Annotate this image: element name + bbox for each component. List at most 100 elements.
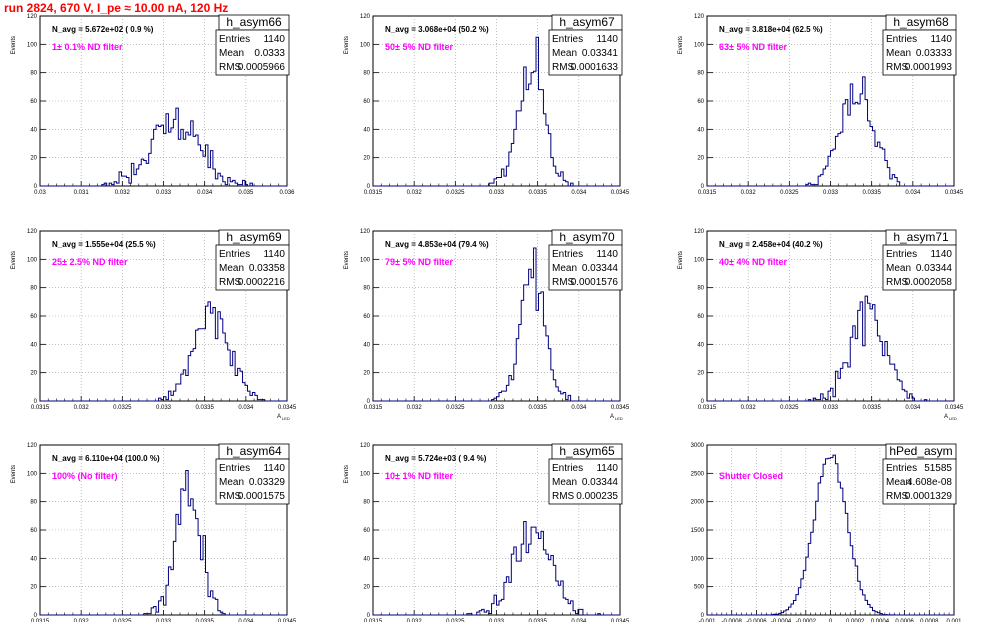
navg-label: N_avg = 5.724e+03 ( 9.4 %) — [385, 454, 487, 463]
stats-value: 0.03344 — [582, 263, 619, 274]
y-tick-label: 100 — [27, 471, 38, 477]
stats-label: RMS — [552, 277, 575, 288]
x-tick-label: 0.0002 — [846, 619, 865, 622]
histogram-panel-h_asym71: 0.0315 0.032 0.0325 0.033 0.0335 0.034 0.0345 0… — [678, 229, 964, 421]
x-tick-label: -0.001 — [698, 619, 716, 622]
filter-label: 79± 5% ND filter — [385, 257, 453, 267]
x-tick-label: 0 — [829, 619, 833, 622]
stats-label: RMS — [886, 62, 909, 73]
y-tick-label: 100 — [694, 42, 705, 48]
y-axis-title: Events — [344, 251, 350, 269]
y-axis-title: Events — [11, 465, 17, 483]
stats-value: 1140 — [930, 249, 952, 260]
stats-box — [882, 458, 957, 505]
y-tick-label: 40 — [363, 556, 370, 562]
x-tick-label: 0.033 — [156, 405, 172, 411]
x-tick-label: 0.0325 — [446, 405, 465, 411]
stats-value: 0.03344 — [582, 477, 619, 488]
filter-label: Shutter Closed — [719, 471, 783, 481]
histogram-series — [373, 247, 620, 402]
y-tick-label: 60 — [363, 528, 370, 534]
x-tick-label: 0.033 — [489, 619, 505, 622]
x-tick-label: 0.0335 — [195, 619, 214, 622]
filter-label: 10± 1% ND filter — [385, 471, 453, 481]
y-tick-label: 0 — [701, 184, 705, 190]
x-tick-label: 0.0315 — [31, 619, 50, 622]
stats-label: Mean — [219, 477, 244, 488]
x-axis-title: ALED — [944, 414, 957, 421]
x-tick-label: 0.0345 — [278, 619, 297, 622]
y-tick-label: 2500 — [691, 471, 705, 477]
histogram-panel-h_asym69: 0.0315 0.032 0.0325 0.033 0.0335 0.034 0.0345 0… — [11, 229, 297, 421]
filter-label: 100% (No filter) — [52, 471, 118, 481]
stats-label: Entries — [886, 249, 917, 260]
histogram-panel-h_asym67: 0.0315 0.032 0.0325 0.033 0.0335 0.034 0.0345 0… — [344, 14, 630, 196]
x-tick-label: 0.0325 — [113, 405, 132, 411]
navg-label: N_avg = 1.555e+04 (25.5 %) — [52, 240, 156, 249]
y-tick-label: 0 — [701, 399, 705, 405]
stats-label: Mean — [552, 263, 577, 274]
x-tick-label: 0.0335 — [195, 405, 214, 411]
x-tick-label: 0.0335 — [528, 190, 547, 196]
stats-box — [215, 244, 290, 291]
navg-label: N_avg = 3.818e+04 (62.5 %) — [719, 25, 823, 34]
y-tick-label: 120 — [694, 14, 705, 20]
x-tick-label: 0.0325 — [113, 619, 132, 622]
y-tick-label: 100 — [27, 257, 38, 263]
y-tick-label: 120 — [27, 14, 38, 20]
y-tick-label: 80 — [697, 71, 704, 77]
stats-label: Entries — [552, 249, 583, 260]
y-tick-label: 60 — [363, 99, 370, 105]
stats-label: RMS — [219, 277, 242, 288]
y-tick-label: 3000 — [691, 443, 705, 449]
stats-value: 0.0002216 — [238, 277, 286, 288]
stats-label: Entries — [886, 463, 917, 474]
histogram-series — [40, 107, 287, 187]
stats-label: Mean — [552, 48, 577, 59]
x-tick-label: 0.034 — [905, 405, 921, 411]
filter-label: 1± 0.1% ND filter — [52, 42, 123, 52]
stats-value: 0.0333 — [254, 48, 285, 59]
x-tick-label: 0.0345 — [945, 190, 964, 196]
stats-box — [882, 29, 957, 76]
stats-box — [215, 29, 290, 76]
y-tick-label: 120 — [27, 443, 38, 449]
y-tick-label: 0 — [34, 399, 38, 405]
y-tick-label: 20 — [363, 371, 370, 377]
y-tick-label: 0 — [367, 399, 371, 405]
y-tick-label: 40 — [697, 342, 704, 348]
x-tick-label: 0.0325 — [780, 190, 799, 196]
stats-label: Entries — [552, 463, 583, 474]
y-tick-label: 20 — [363, 585, 370, 591]
stats-value: 0.0001993 — [905, 62, 953, 73]
y-tick-label: 40 — [30, 342, 37, 348]
y-tick-label: 20 — [697, 156, 704, 162]
y-tick-label: 20 — [30, 585, 37, 591]
y-tick-label: 1500 — [691, 528, 705, 534]
x-tick-label: 0.0315 — [364, 619, 383, 622]
stats-value: 0.0001576 — [571, 277, 619, 288]
y-axis-title: Events — [678, 251, 684, 269]
x-tick-label: 0.034 — [571, 619, 587, 622]
y-tick-label: 120 — [27, 229, 38, 235]
stats-box — [882, 244, 957, 291]
x-tick-label: 0.0315 — [698, 190, 717, 196]
x-tick-label: 0.0345 — [611, 190, 630, 196]
x-tick-label: 0.0008 — [920, 619, 939, 622]
stats-value: 0.000235 — [576, 491, 618, 502]
x-tick-label: 0.033 — [489, 405, 505, 411]
stats-value: 4.608e-08 — [907, 477, 952, 488]
stats-value: 0.0002058 — [905, 277, 953, 288]
y-tick-label: 0 — [367, 184, 371, 190]
navg-label: N_avg = 5.672e+02 ( 0.9 %) — [52, 25, 154, 34]
stats-value: 0.03329 — [249, 477, 286, 488]
y-axis-title: Events — [11, 36, 17, 54]
x-tick-label: 0.032 — [74, 405, 90, 411]
y-tick-label: 80 — [30, 71, 37, 77]
filter-label: 40± 4% ND filter — [719, 257, 787, 267]
x-tick-label: 0.0345 — [278, 405, 297, 411]
stats-value: 0.03344 — [916, 263, 953, 274]
x-tick-label: 0.0315 — [364, 190, 383, 196]
y-tick-label: 120 — [360, 14, 371, 20]
